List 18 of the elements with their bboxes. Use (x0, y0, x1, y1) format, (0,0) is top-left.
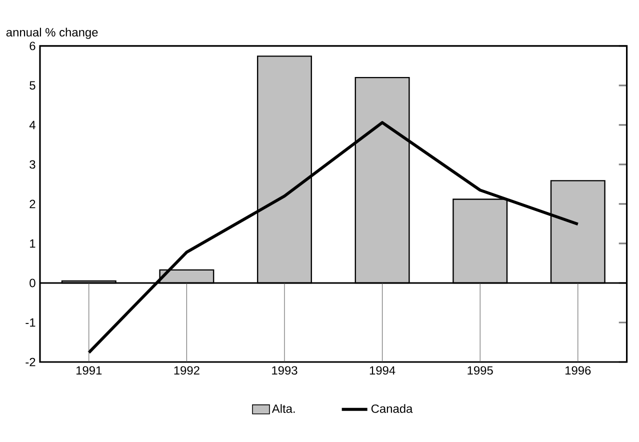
legend-label: Canada (371, 404, 413, 413)
y-tick-label: 6 (30, 42, 36, 50)
y-tick-label: 3 (30, 160, 36, 169)
x-tick-label: 1996 (566, 366, 591, 375)
y-tick-label: 2 (30, 200, 36, 208)
y-axis-title: annual % change (6, 28, 98, 39)
y-tick-label: 1 (30, 239, 36, 248)
y-tick-label: 0 (30, 278, 36, 288)
x-tick-label: 1991 (76, 366, 102, 375)
y-tick-label: -2 (26, 358, 36, 366)
x-tick-label: 1992 (174, 366, 200, 375)
y-tick-label: 4 (29, 120, 36, 130)
x-tick-label: 1995 (468, 366, 493, 375)
y-tick-label: 5 (30, 81, 36, 90)
legend-label: Alta. (272, 404, 295, 413)
x-tick-label: 1993 (272, 366, 298, 375)
x-tick-label: 1994 (370, 366, 396, 375)
y-tick-label: -1 (26, 318, 36, 327)
